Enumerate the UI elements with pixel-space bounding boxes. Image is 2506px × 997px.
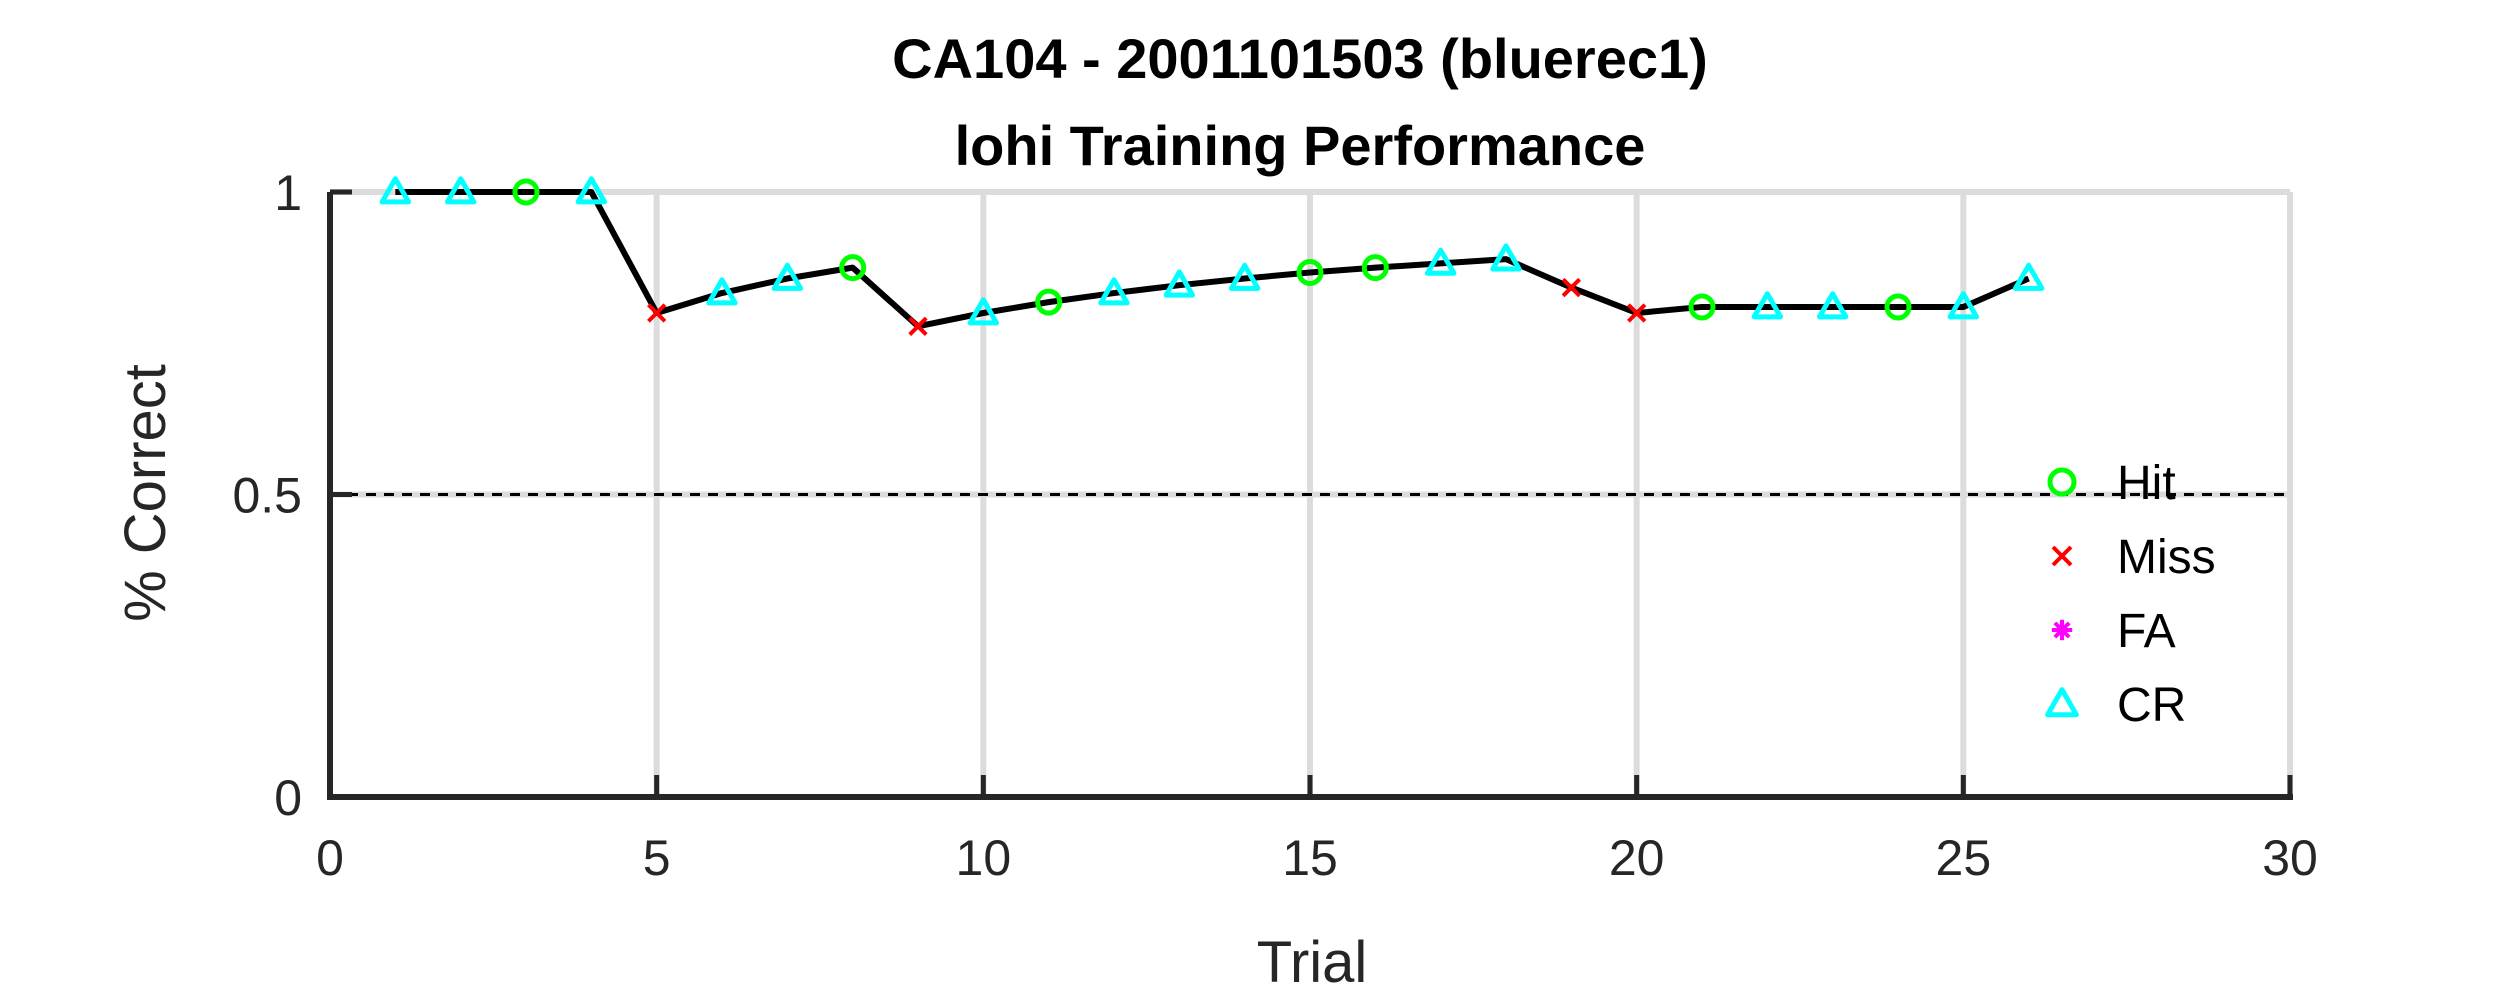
axes <box>327 189 2293 800</box>
x-tick-label: 0 <box>316 830 344 886</box>
cr-marker <box>575 176 608 205</box>
cr-marker <box>1816 291 1849 320</box>
performance-line-group <box>395 189 2030 330</box>
legend: Hit Miss FA CR <box>2045 457 2216 732</box>
star-stroke-d2 <box>2053 621 2071 639</box>
miss-marker <box>647 303 667 323</box>
legend-hit-label: Hit <box>2117 457 2176 510</box>
chart-subtitle: lohi Training Performance <box>955 114 1646 177</box>
x-axis-label: Trial <box>1257 930 1368 995</box>
cr-marker <box>444 176 477 205</box>
cr-marker <box>1424 247 1457 276</box>
hit-marker <box>1688 293 1716 321</box>
hit-marker <box>1035 288 1063 316</box>
hit-marker <box>1296 258 1324 286</box>
x-tick-label: 5 <box>643 830 671 886</box>
x-stroke-b <box>2051 545 2073 567</box>
y-tick-label: 1 <box>274 165 302 221</box>
tick-labels: 0 5 10 15 20 25 30 0 0.5 1 <box>232 165 2317 886</box>
legend-cr-label: CR <box>2117 679 2186 732</box>
data-markers <box>379 176 2045 336</box>
cr-marker <box>967 297 1000 326</box>
cr-marker <box>1751 291 1784 320</box>
hit-marker <box>512 178 540 206</box>
hit-marker <box>839 254 867 282</box>
hit-marker <box>1884 293 1912 321</box>
x-tick-label: 15 <box>1282 830 1338 886</box>
y-tick-label: 0 <box>274 770 302 826</box>
legend-miss-marker <box>2051 545 2073 567</box>
y-axis-label: % Correct <box>113 364 178 622</box>
cr-marker <box>771 262 804 291</box>
legend-fa-marker <box>2051 619 2073 641</box>
legend-miss-label: Miss <box>2117 531 2216 584</box>
x-stroke-b <box>908 316 928 336</box>
cr-marker <box>1228 262 1261 291</box>
cr-marker <box>1163 269 1196 298</box>
miss-marker <box>908 316 928 336</box>
performance-line <box>395 189 2030 330</box>
cr-marker <box>1098 277 1130 306</box>
legend-hit-marker <box>2047 467 2077 497</box>
x-tick-label: 20 <box>1609 830 1665 886</box>
x-stroke-b <box>647 303 667 323</box>
cr-marker <box>1947 291 1980 320</box>
chart-title: CA104 - 2001101503 (bluerec1) <box>892 27 1708 90</box>
x-tick-label: 10 <box>956 830 1012 886</box>
y-tick-label: 0.5 <box>232 468 302 524</box>
x-tick-label: 30 <box>2262 830 2318 886</box>
legend-cr-marker <box>2045 687 2079 718</box>
cr-marker <box>379 176 412 205</box>
legend-fa-label: FA <box>2117 605 2176 658</box>
cr-marker <box>2012 262 2045 291</box>
cr-marker <box>706 277 738 306</box>
hit-marker <box>1361 254 1389 282</box>
miss-marker <box>1561 277 1581 298</box>
cr-marker <box>1490 243 1522 272</box>
x-stroke-b <box>1627 303 1647 323</box>
miss-marker <box>1627 303 1647 323</box>
x-stroke-b <box>1561 277 1581 298</box>
x-tick-label: 25 <box>1936 830 1992 886</box>
